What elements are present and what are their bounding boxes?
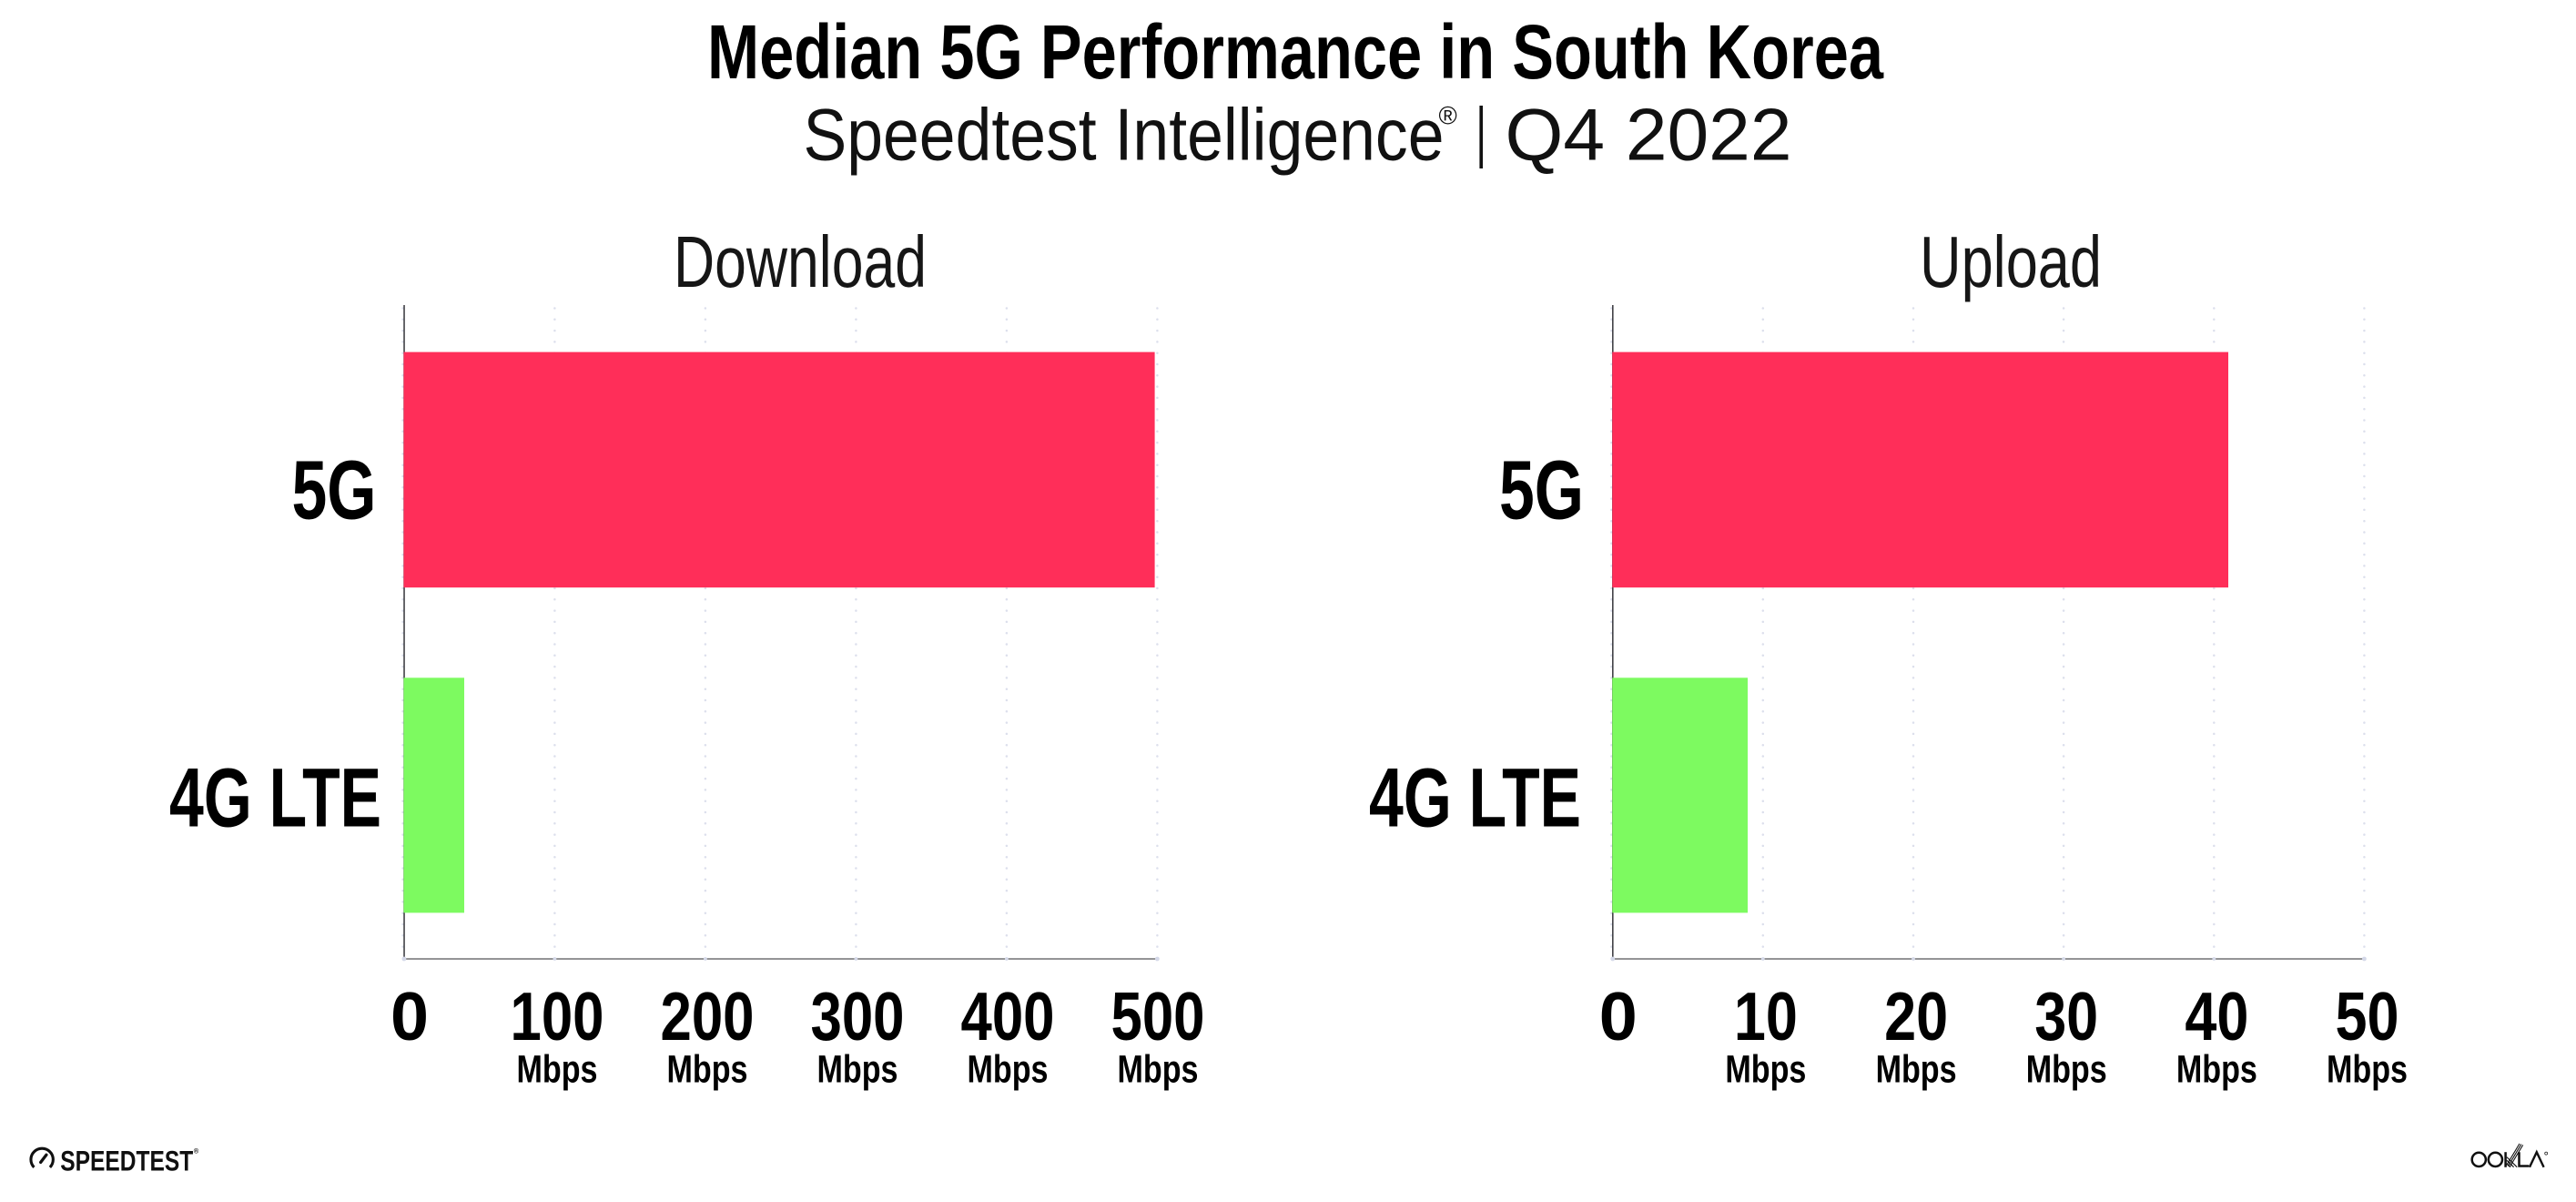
svg-text:50: 50	[2336, 979, 2399, 1055]
svg-text:Mbps: Mbps	[1725, 1048, 1806, 1091]
svg-text:0: 0	[1599, 979, 1638, 1055]
svg-text:30: 30	[2034, 979, 2098, 1055]
svg-text:5G: 5G	[1499, 443, 1584, 536]
svg-text:Speedtest Intelligence: Speedtest Intelligence	[804, 94, 1445, 176]
svg-text:0: 0	[390, 979, 429, 1055]
svg-text:Mbps: Mbps	[2327, 1048, 2408, 1091]
svg-text:Upload: Upload	[1920, 221, 2102, 302]
svg-text:SPEEDTEST: SPEEDTEST	[60, 1145, 193, 1177]
svg-text:4G LTE: 4G LTE	[169, 751, 381, 844]
svg-text:4G LTE: 4G LTE	[1369, 751, 1581, 844]
svg-text:100: 100	[511, 979, 604, 1055]
svg-text:300: 300	[811, 979, 905, 1055]
svg-text:Download: Download	[674, 221, 927, 302]
svg-text:Q4 2022: Q4 2022	[1506, 94, 1792, 176]
svg-text:500: 500	[1111, 979, 1205, 1055]
svg-text:Median 5G Performance in South: Median 5G Performance in South Korea	[707, 9, 1884, 95]
svg-text:200: 200	[661, 979, 755, 1055]
svg-text:Mbps: Mbps	[667, 1048, 748, 1091]
svg-text:Mbps: Mbps	[2026, 1048, 2107, 1091]
svg-text:10: 10	[1734, 979, 1798, 1055]
svg-text:5G: 5G	[292, 443, 377, 536]
svg-text:Mbps: Mbps	[817, 1048, 898, 1091]
svg-text:Mbps: Mbps	[517, 1048, 598, 1091]
svg-text:Mbps: Mbps	[2176, 1048, 2257, 1091]
svg-text:Mbps: Mbps	[968, 1048, 1049, 1091]
svg-text:Mbps: Mbps	[1876, 1048, 1957, 1091]
svg-text:400: 400	[961, 979, 1055, 1055]
svg-text:40: 40	[2185, 979, 2248, 1055]
svg-text:Mbps: Mbps	[1118, 1048, 1199, 1091]
svg-text:20: 20	[1884, 979, 1948, 1055]
svg-text:®: ®	[1439, 102, 1457, 130]
svg-text:®: ®	[194, 1147, 199, 1156]
